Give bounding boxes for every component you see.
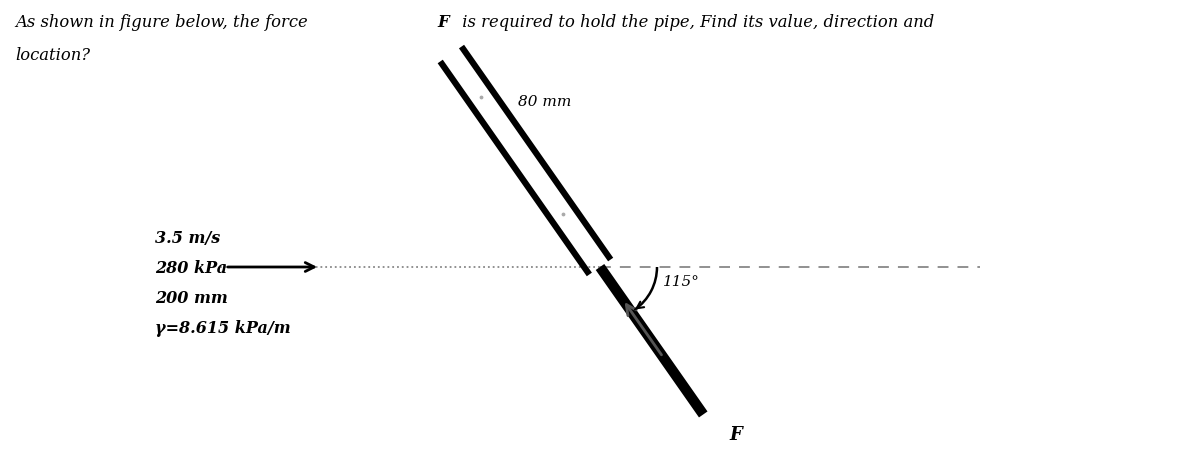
Text: F: F	[729, 426, 742, 444]
Text: 115°: 115°	[663, 275, 700, 289]
Text: 80 mm: 80 mm	[517, 95, 571, 109]
Text: 3.5 m/s: 3.5 m/s	[155, 230, 220, 247]
Text: γ=8.615 kPa/m: γ=8.615 kPa/m	[155, 320, 290, 337]
Text: is required to hold the pipe, Find its value, direction and: is required to hold the pipe, Find its v…	[457, 14, 934, 31]
Text: location?: location?	[15, 47, 90, 64]
Text: As shown in figure below, the force: As shown in figure below, the force	[15, 14, 313, 31]
Text: 280 kPa: 280 kPa	[155, 260, 227, 277]
Text: F: F	[437, 14, 449, 31]
Text: 200 mm: 200 mm	[155, 290, 227, 307]
